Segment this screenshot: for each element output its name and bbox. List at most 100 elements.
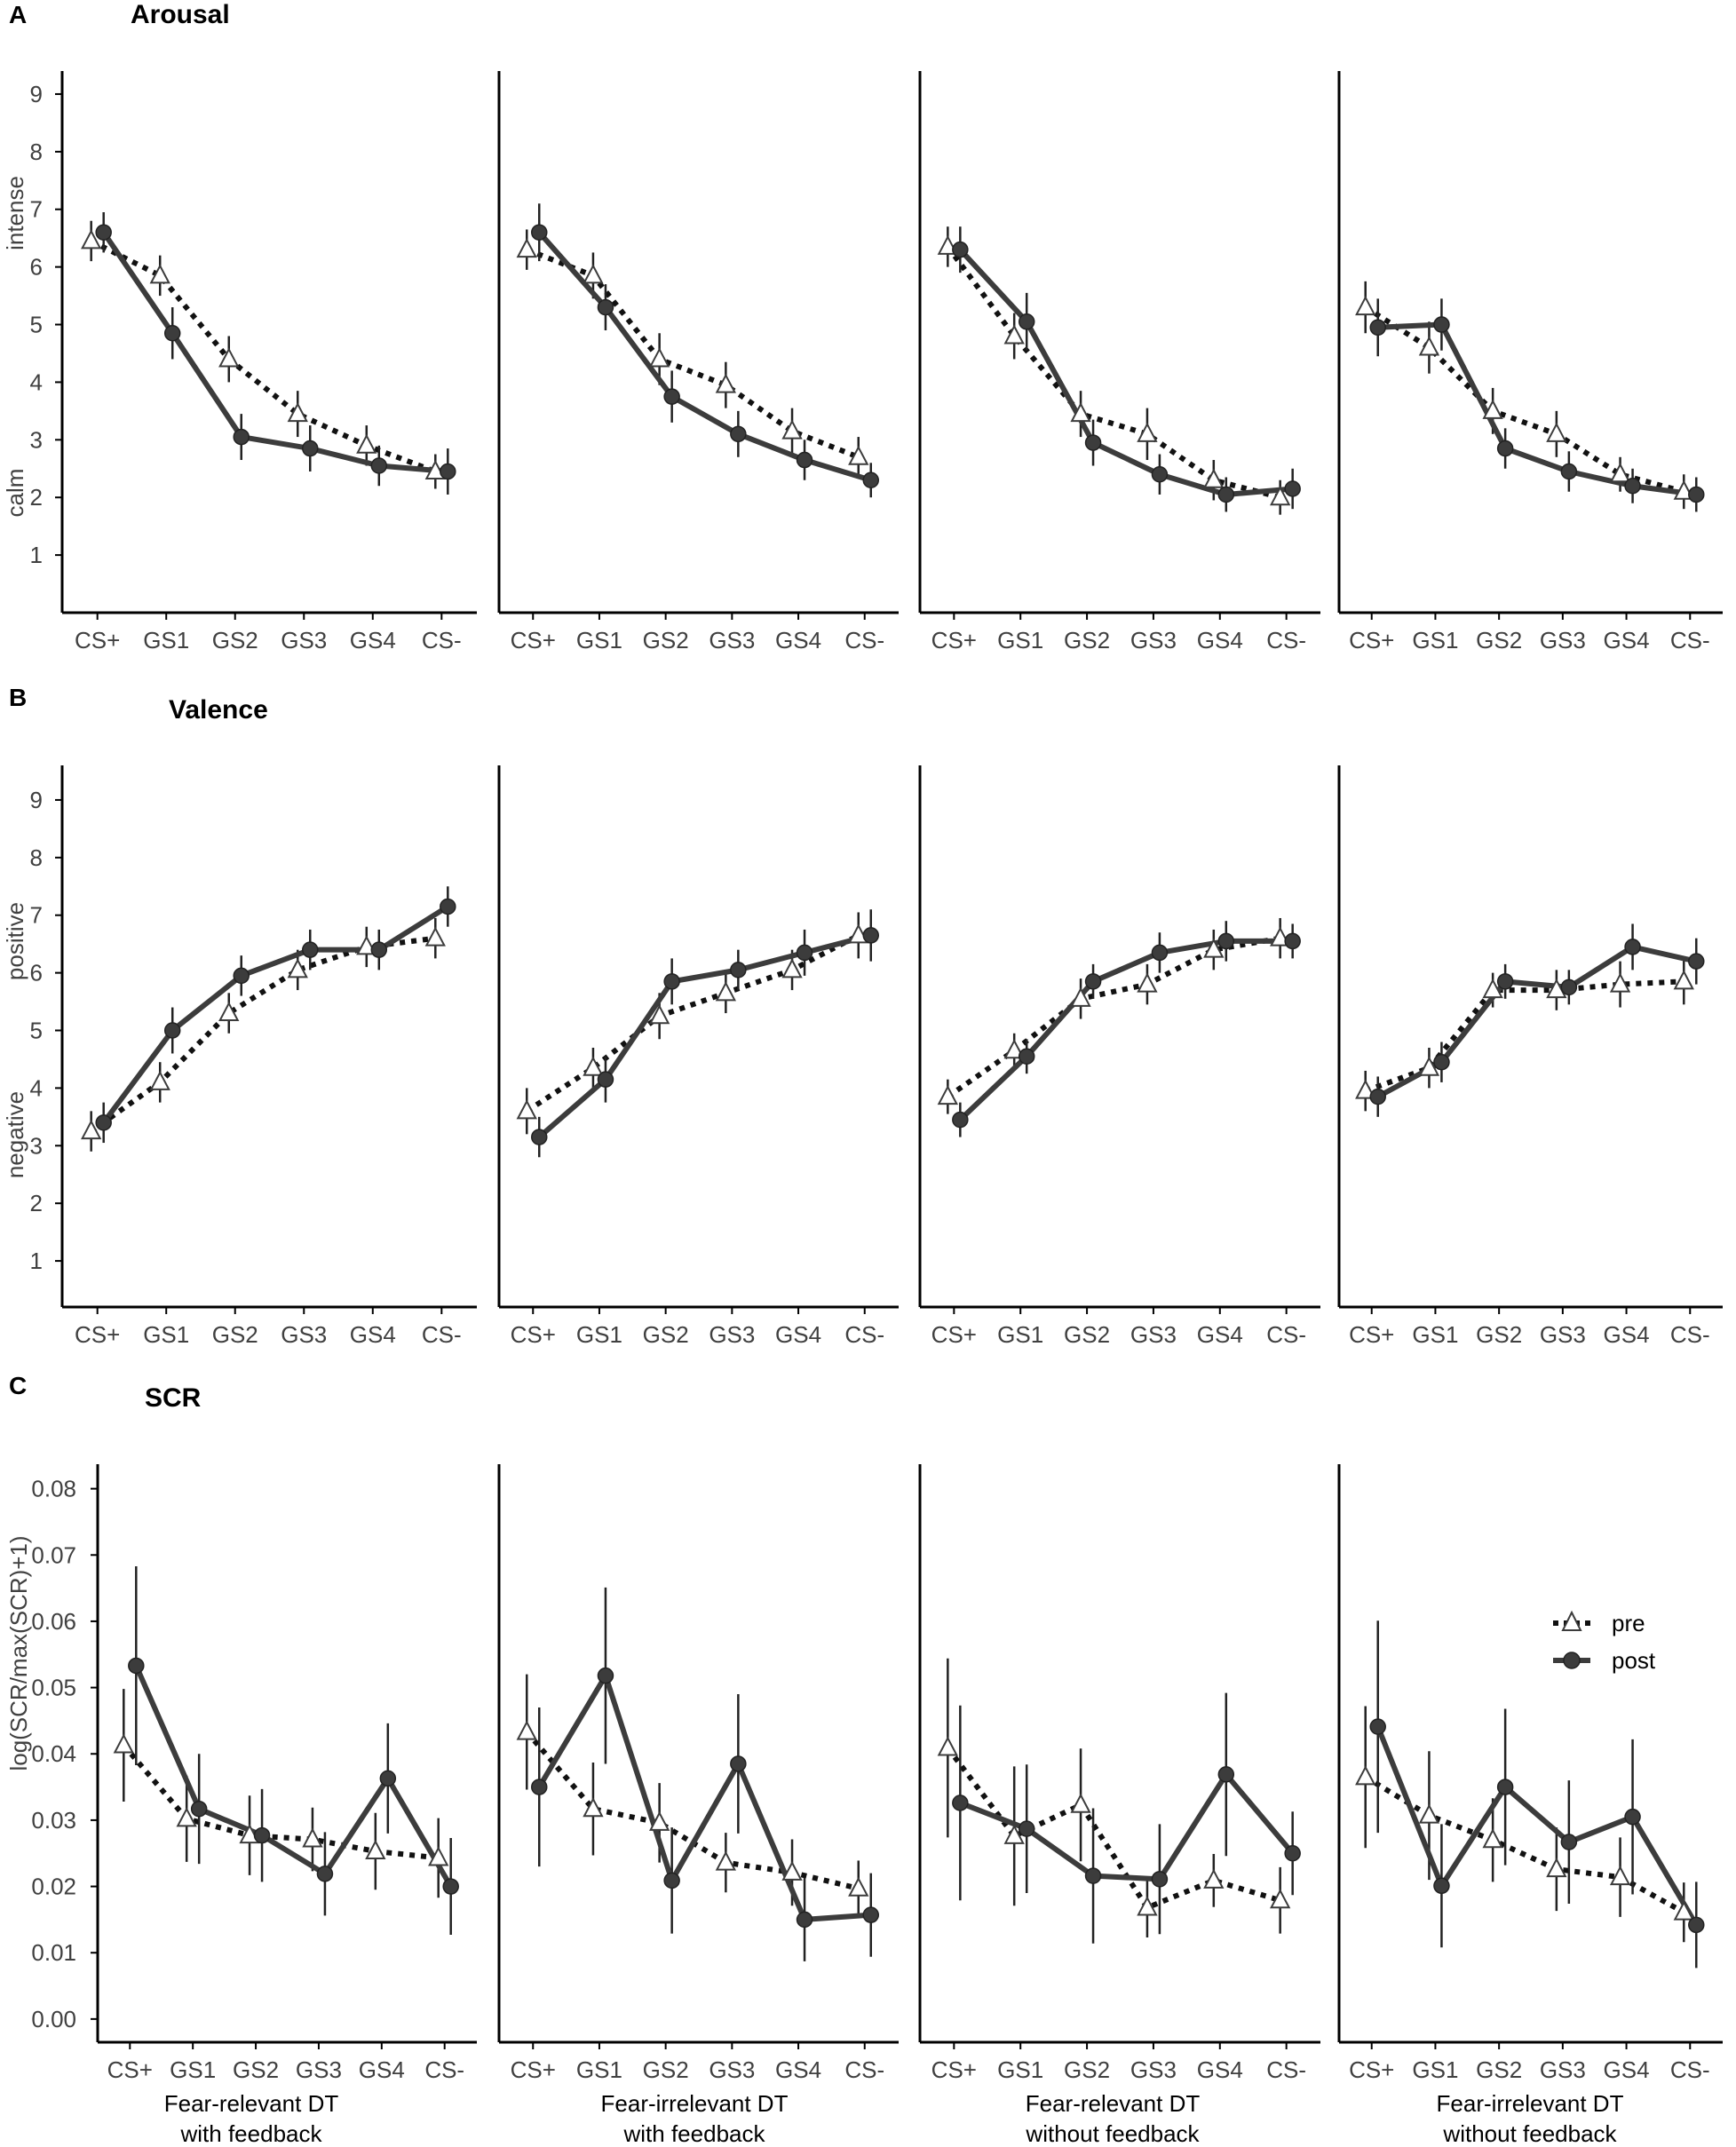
- panel-2-4: CS+ GS1 GS2 GS3 GS4 CS-: [1337, 765, 1723, 1348]
- series-post-point: [1084, 973, 1102, 990]
- y-tick-label: 5: [30, 312, 43, 338]
- valence-y-name-low: negative: [2, 1091, 28, 1178]
- series-pre-point: [1137, 422, 1158, 442]
- x-tick-label: GS2: [643, 2056, 689, 2083]
- series-pre-point: [1609, 972, 1631, 993]
- series-pre-point: [176, 1807, 197, 1827]
- series-post-point: [1496, 440, 1514, 457]
- series-post-point: [1151, 466, 1169, 483]
- x-tick-label: GS3: [709, 627, 755, 654]
- x-tick-label: GS4: [775, 1321, 821, 1348]
- x-tick-label: CS+: [107, 2056, 153, 2083]
- series-pre-point: [516, 1099, 537, 1120]
- series-post-point: [302, 941, 319, 958]
- series-post-point: [1284, 932, 1301, 950]
- x-tick-label: GS4: [350, 627, 396, 654]
- series-post-line: [536, 1673, 871, 1922]
- series-post-point: [1624, 477, 1641, 495]
- y-tick-label: 8: [30, 139, 43, 165]
- chart-row-2: 1 2 3 4 5 6 7 8 9 CS+ GS1 GS2 GS3 GS4 CS- CS+ GS1 GS2 GS3 G…: [30, 765, 1723, 1348]
- series-pre-point: [583, 264, 604, 284]
- series-post-point: [1688, 953, 1705, 970]
- series-pre-point: [149, 264, 170, 284]
- series-pre-point: [583, 1056, 604, 1076]
- panel-label-1-line2: with feedback: [180, 2120, 323, 2147]
- series-post-point: [1284, 1844, 1301, 1862]
- x-tick-label: GS4: [775, 627, 821, 654]
- arousal-y-name-low: calm: [2, 469, 28, 518]
- panel-label-4-line1: Fear-irrelevant DT: [1437, 2090, 1624, 2117]
- x-tick-label: CS-: [422, 627, 462, 654]
- y-tick-label: 7: [30, 196, 43, 223]
- series-pre-point: [1546, 1858, 1567, 1878]
- valence-y-name-high: positive: [2, 902, 28, 980]
- series-pre-point: [1546, 422, 1567, 442]
- panel-label-2-line2: with feedback: [623, 2120, 766, 2147]
- series-post-point: [1217, 486, 1235, 503]
- x-tick-label: GS2: [1476, 1321, 1522, 1348]
- x-tick-label: GS1: [576, 627, 622, 654]
- series-post-point: [128, 1657, 145, 1675]
- series-pre-point: [428, 1846, 449, 1866]
- y-tick-label: 0.01: [31, 1939, 76, 1966]
- series-pre-line: [526, 247, 860, 460]
- x-tick-label: GS4: [1197, 1321, 1243, 1348]
- series-post-point: [379, 1770, 397, 1787]
- series-post-point: [597, 298, 614, 316]
- series-post-point: [1217, 932, 1235, 950]
- x-tick-label: CS+: [1349, 627, 1394, 654]
- series-post-point: [1151, 1871, 1169, 1888]
- arousal-y-name-high: intense: [2, 176, 28, 250]
- y-tick-label: 6: [30, 960, 43, 986]
- x-tick-label: GS2: [643, 627, 689, 654]
- y-tick-label: 9: [30, 787, 43, 813]
- x-tick-label: GS2: [212, 1321, 258, 1348]
- panel-2-2: CS+ GS1 GS2 GS3 GS4 CS-: [497, 765, 899, 1348]
- scr-title: SCR: [145, 1383, 202, 1413]
- series-post-point: [233, 428, 250, 446]
- series-post-point: [302, 440, 319, 457]
- x-tick-label: GS3: [709, 2056, 755, 2083]
- panel-1-2: CS+ GS1 GS2 GS3 GS4 CS-: [497, 71, 899, 654]
- x-tick-label: GS1: [1412, 1321, 1458, 1348]
- series-pre-line: [1364, 978, 1684, 1094]
- series-post-point: [253, 1826, 271, 1844]
- series-post-point: [730, 1755, 747, 1772]
- series-pre-line: [524, 1730, 860, 1891]
- x-tick-label: GS1: [1412, 627, 1458, 654]
- series-pre-line: [122, 1743, 440, 1861]
- legend-post-circle-icon: [1563, 1652, 1581, 1669]
- series-pre-line: [525, 932, 860, 1113]
- series-post-point: [952, 1111, 969, 1129]
- x-tick-label: GS3: [1540, 1321, 1586, 1348]
- y-tick-label: 2: [30, 484, 43, 511]
- series-pre-point: [424, 926, 446, 947]
- series-post-point: [663, 1872, 680, 1890]
- plots: 1 2 3 4 5 6 7 8 9 CS+ GS1 GS2 GS3 GS4 CS- CS+ GS1 GS2 GS3 G…: [30, 71, 1723, 2083]
- series-post-line: [101, 904, 449, 1125]
- series-pre-point: [937, 1736, 958, 1756]
- y-tick-label: 4: [30, 1074, 43, 1101]
- legend-pre-label: pre: [1612, 1610, 1645, 1636]
- x-tick-label: GS2: [1064, 627, 1110, 654]
- series-pre-point: [781, 958, 803, 978]
- series-post-point: [1217, 1766, 1235, 1783]
- valence-title: Valence: [169, 695, 268, 725]
- y-tick-label: 0.04: [31, 1740, 76, 1767]
- x-tick-label: CS-: [1670, 627, 1710, 654]
- series-post-point: [862, 471, 879, 488]
- x-tick-label: CS+: [931, 1321, 977, 1348]
- series-pre-point: [848, 445, 869, 465]
- series-post-point: [1496, 1779, 1514, 1795]
- x-tick-label: GS4: [359, 2056, 405, 2083]
- x-tick-label: CS+: [931, 627, 977, 654]
- x-tick-label: CS+: [511, 627, 556, 654]
- y-tick-label: 1: [30, 1248, 43, 1274]
- series-pre-point: [287, 401, 308, 423]
- panel-3-3: CS+ GS1 GS2 GS3 GS4 CS-: [918, 1464, 1320, 2083]
- series-post-point: [1084, 434, 1102, 451]
- y-tick-label: 8: [30, 844, 43, 871]
- series-post-point: [663, 973, 680, 990]
- x-tick-label: CS-: [422, 1321, 462, 1348]
